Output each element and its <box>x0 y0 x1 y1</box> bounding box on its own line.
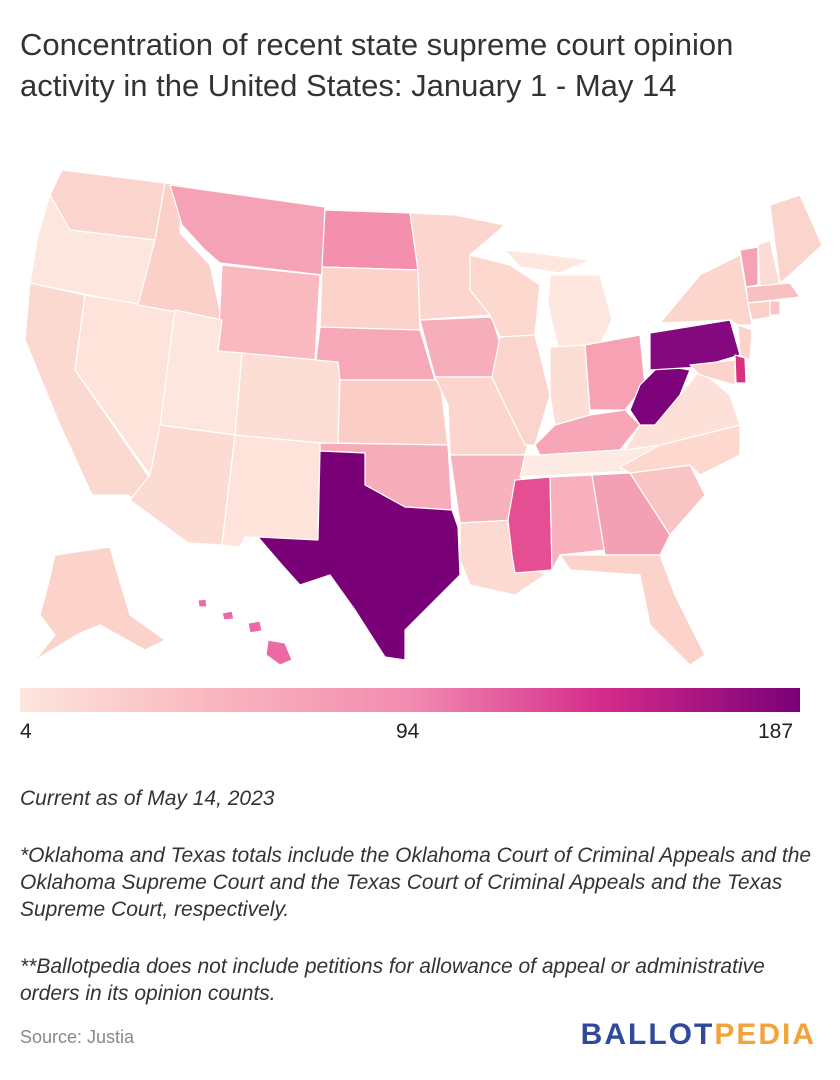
legend-mid-label: 94 <box>396 720 420 743</box>
state-virginia[interactable] <box>624 369 741 451</box>
state-hawaii-oahu[interactable] <box>221 610 235 621</box>
state-new-mexico[interactable] <box>221 434 321 548</box>
state-massachusetts[interactable] <box>745 282 801 304</box>
legend-color-scale <box>20 688 800 712</box>
state-kansas[interactable] <box>337 379 449 446</box>
state-hawaii-kauai[interactable] <box>197 598 208 608</box>
state-mississippi[interactable] <box>507 476 553 574</box>
state-alaska[interactable] <box>34 546 166 661</box>
state-iowa[interactable] <box>419 316 506 378</box>
footnote-petitions: **Ballotpedia does not include petitions… <box>20 955 765 1005</box>
as-of-date-note: Current as of May 14, 2023 <box>20 787 275 810</box>
legend-max-label: 187 <box>758 720 794 743</box>
state-maryland[interactable] <box>689 359 736 386</box>
state-pennsylvania[interactable] <box>649 319 741 371</box>
state-illinois[interactable] <box>491 334 551 446</box>
state-maine[interactable] <box>769 194 823 284</box>
state-florida[interactable] <box>559 554 706 666</box>
us-choropleth-map <box>0 155 840 675</box>
state-kentucky[interactable] <box>534 409 641 456</box>
state-connecticut[interactable] <box>747 300 771 321</box>
footnote-oklahoma-texas: *Oklahoma and Texas totals include the O… <box>20 844 812 921</box>
state-colorado[interactable] <box>234 352 341 446</box>
state-north-dakota[interactable] <box>321 209 419 271</box>
ballotpedia-logo: BALLOTPEDIA <box>581 1018 816 1052</box>
state-hawaii-big-island[interactable] <box>265 639 293 666</box>
state-georgia[interactable] <box>591 472 671 556</box>
state-texas[interactable] <box>257 450 461 661</box>
state-vermont[interactable] <box>739 246 759 288</box>
state-new-jersey[interactable] <box>737 324 753 361</box>
state-michigan[interactable] <box>547 274 613 348</box>
state-michigan-up[interactable] <box>504 249 591 274</box>
logo-part-2: PEDIA <box>714 1018 816 1051</box>
state-montana[interactable] <box>169 184 326 276</box>
state-delaware[interactable] <box>734 354 747 384</box>
chart-title: Concentration of recent state supreme co… <box>20 27 734 103</box>
legend-min-label: 4 <box>20 720 32 743</box>
map-svg <box>24 169 823 666</box>
logo-part-1: BALLOT <box>580 1018 715 1051</box>
state-rhode-island[interactable] <box>769 300 781 316</box>
legend-gradient <box>20 688 800 712</box>
state-indiana[interactable] <box>549 344 591 426</box>
state-south-dakota[interactable] <box>319 266 421 336</box>
state-new-york[interactable] <box>659 254 753 326</box>
source-credit: Source: Justia <box>20 1027 135 1047</box>
state-alabama[interactable] <box>549 474 606 571</box>
state-hawaii-maui[interactable] <box>247 620 263 634</box>
state-wyoming[interactable] <box>217 264 321 361</box>
